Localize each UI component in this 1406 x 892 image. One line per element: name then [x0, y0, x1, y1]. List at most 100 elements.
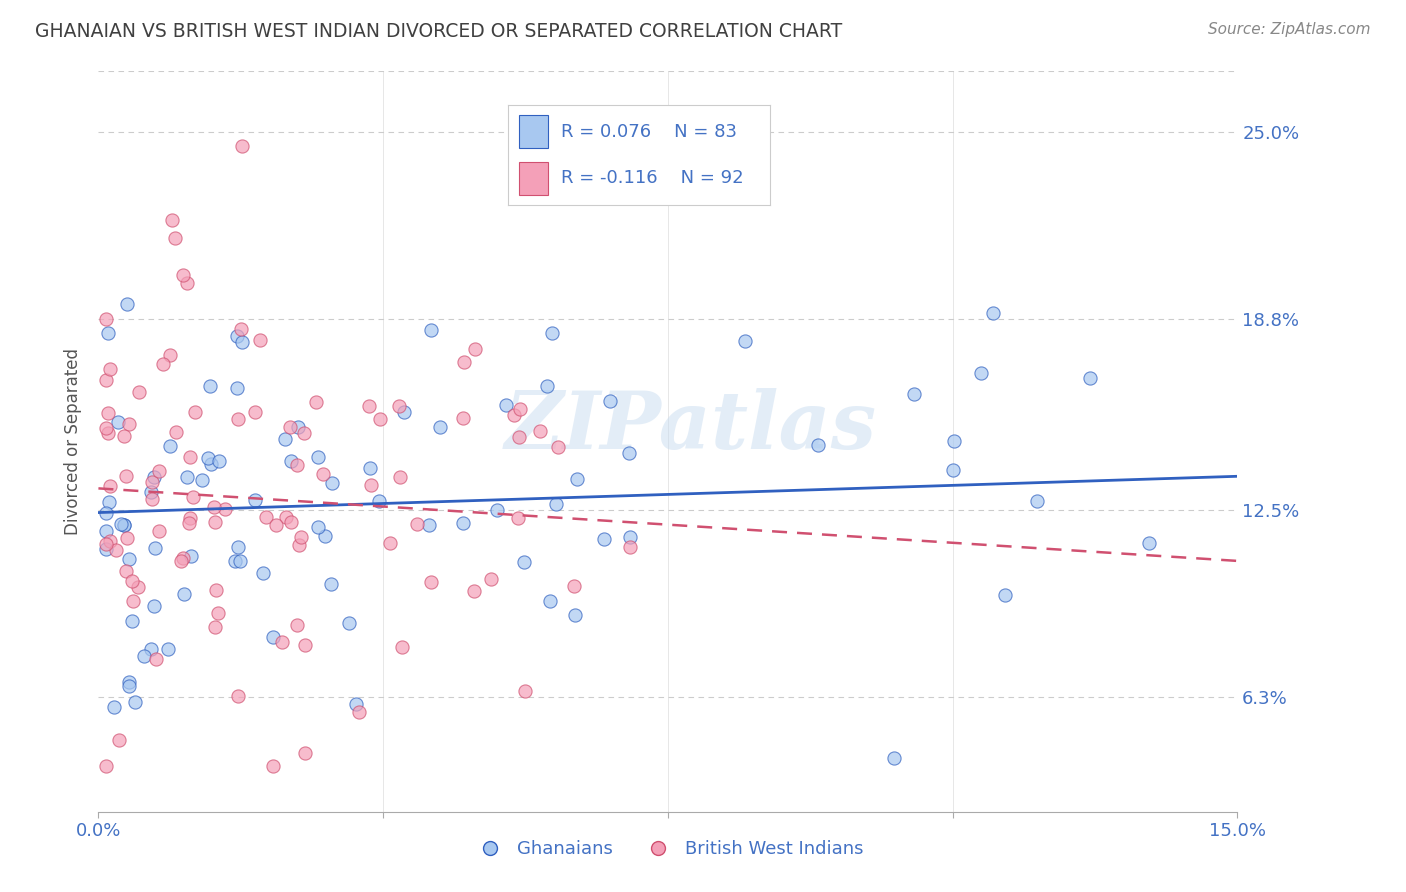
Point	[226, 540, 249, 554]
Point	[96, 326, 118, 341]
Point	[274, 432, 297, 446]
Point	[170, 554, 193, 568]
Point	[103, 700, 125, 714]
Point	[112, 517, 135, 532]
Point	[529, 424, 551, 438]
Point	[276, 510, 298, 524]
Point	[314, 529, 336, 543]
Point	[184, 405, 207, 419]
Legend: Ghanaians, British West Indians: Ghanaians, British West Indians	[465, 833, 870, 865]
Point	[198, 379, 221, 393]
Point	[617, 446, 640, 460]
Point	[172, 551, 194, 566]
Point	[114, 468, 136, 483]
Point	[292, 426, 315, 441]
Point	[564, 579, 586, 593]
Point	[179, 450, 201, 464]
Point	[367, 494, 389, 508]
Point	[94, 542, 117, 557]
Point	[179, 516, 201, 530]
Point	[509, 401, 531, 416]
Point	[132, 648, 155, 663]
Point	[94, 524, 117, 538]
Point	[418, 518, 440, 533]
Point	[97, 494, 120, 508]
Point	[290, 531, 312, 545]
Point	[311, 467, 333, 481]
Point	[599, 394, 621, 409]
Point	[143, 541, 166, 555]
Point	[406, 517, 429, 532]
Point	[388, 399, 411, 413]
Point	[97, 425, 120, 440]
Point	[226, 690, 249, 704]
Point	[463, 584, 485, 599]
Point	[159, 439, 181, 453]
Point	[262, 630, 284, 644]
Point	[163, 231, 186, 245]
Point	[420, 323, 443, 337]
Point	[121, 615, 143, 629]
Point	[179, 511, 201, 525]
Point	[110, 516, 132, 531]
Bar	[519, 161, 548, 194]
Point	[392, 405, 415, 419]
Point	[205, 582, 228, 597]
Point	[495, 398, 517, 412]
Point	[152, 357, 174, 371]
Point	[391, 640, 413, 655]
Point	[127, 580, 149, 594]
Point	[287, 420, 309, 434]
Point	[148, 464, 170, 478]
Point	[115, 531, 138, 545]
Point	[124, 695, 146, 709]
Point	[479, 573, 502, 587]
Point	[419, 574, 441, 589]
Y-axis label: Divorced or Separated: Divorced or Separated	[63, 348, 82, 535]
Point	[197, 451, 219, 466]
Point	[321, 476, 343, 491]
Point	[145, 651, 167, 665]
Point	[214, 502, 236, 516]
Point	[98, 361, 121, 376]
Point	[98, 534, 121, 549]
Point	[344, 698, 367, 712]
Point	[254, 509, 277, 524]
Point	[264, 517, 287, 532]
Point	[271, 635, 294, 649]
Point	[619, 540, 641, 554]
Point	[513, 555, 536, 569]
Point	[204, 620, 226, 634]
Text: R = -0.116    N = 92: R = -0.116 N = 92	[561, 169, 744, 186]
Point	[176, 276, 198, 290]
Point	[224, 554, 246, 568]
Point	[173, 587, 195, 601]
Point	[502, 408, 524, 422]
Point	[142, 599, 165, 614]
Point	[294, 638, 316, 652]
Point	[734, 334, 756, 349]
Point	[141, 491, 163, 506]
Text: GHANAIAN VS BRITISH WEST INDIAN DIVORCED OR SEPARATED CORRELATION CHART: GHANAIAN VS BRITISH WEST INDIAN DIVORCED…	[35, 22, 842, 41]
Point	[970, 366, 993, 380]
Point	[807, 438, 830, 452]
Point	[883, 751, 905, 765]
Point	[1139, 536, 1161, 550]
Point	[231, 322, 253, 336]
Text: ZIPatlas: ZIPatlas	[505, 388, 877, 466]
Point	[357, 399, 380, 413]
Point	[285, 618, 308, 632]
Point	[565, 472, 588, 486]
Point	[547, 440, 569, 454]
Point	[453, 355, 475, 369]
Point	[388, 470, 411, 484]
Point	[378, 535, 401, 549]
Point	[593, 532, 616, 546]
Point	[231, 334, 253, 349]
Bar	[519, 115, 548, 148]
Point	[118, 679, 141, 693]
Point	[159, 348, 181, 362]
Point	[118, 552, 141, 566]
Point	[506, 511, 529, 525]
Point	[115, 297, 138, 311]
